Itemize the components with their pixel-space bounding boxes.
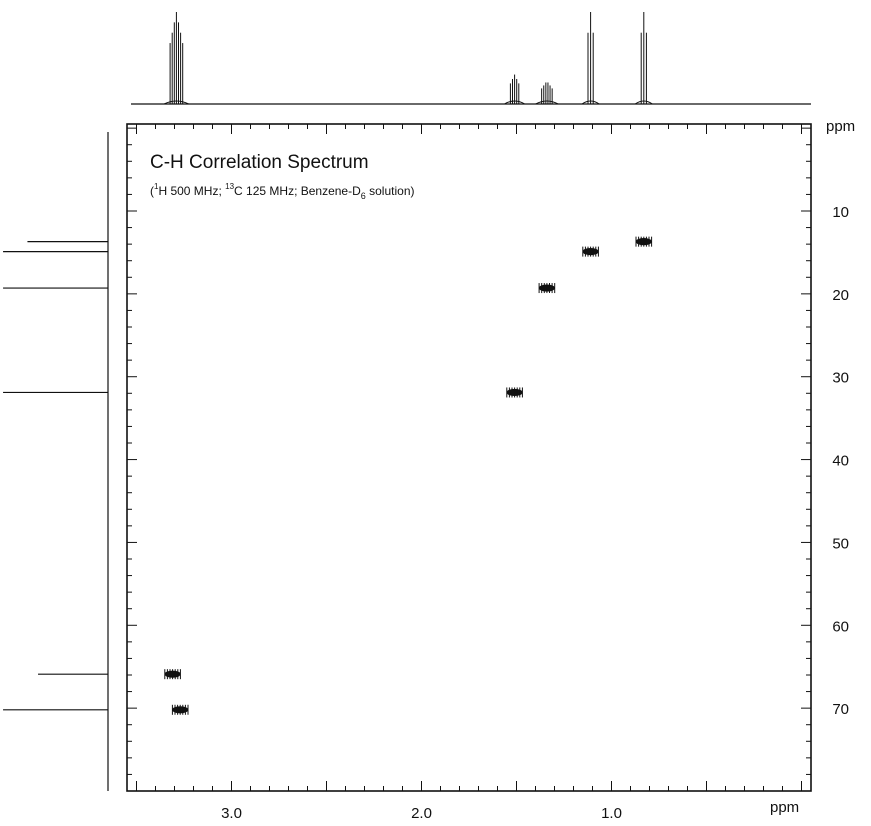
proton-multiplet xyxy=(634,12,653,105)
cross-peak xyxy=(506,387,523,398)
cross-peaks xyxy=(164,236,653,715)
proton-envelope xyxy=(581,100,600,105)
plot-frame xyxy=(126,123,812,792)
x-tick-label: 1.0 xyxy=(601,805,622,822)
y-tick-label: 50 xyxy=(832,535,849,552)
cross-peak xyxy=(635,236,653,247)
subtitle-open: ( xyxy=(150,184,154,198)
subtitle-d-subscript: 6 xyxy=(361,191,366,201)
x-tick-label: 3.0 xyxy=(221,805,242,822)
proton-1d-projection xyxy=(131,12,811,105)
subtitle-c-text: C 125 MHz; Benzene-D xyxy=(234,184,361,198)
cross-peak xyxy=(582,246,599,257)
y-tick-label: 70 xyxy=(832,701,849,718)
cross-peak xyxy=(538,283,556,294)
chart-title: C-H Correlation Spectrum xyxy=(150,152,369,173)
y-tick-label: 10 xyxy=(832,204,849,221)
carbon-1d-projection xyxy=(3,132,109,791)
cross-peak xyxy=(164,669,181,680)
proton-envelope xyxy=(163,100,189,105)
proton-envelope xyxy=(535,100,559,105)
subtitle-h-superscript: 1 xyxy=(154,182,159,191)
y-tick-label: 60 xyxy=(832,618,849,635)
cross-peak xyxy=(171,704,189,715)
y-tick-label: 30 xyxy=(832,370,849,387)
x-tick-label: 2.0 xyxy=(411,805,432,822)
subtitle-h-text: H 500 MHz; xyxy=(158,184,225,198)
y-axis: 10 20 30 40 50 60 70 xyxy=(127,127,849,775)
proton-multiplet xyxy=(581,12,600,105)
proton-multiplet xyxy=(535,82,559,105)
proton-envelope xyxy=(634,100,653,105)
proton-multiplet xyxy=(504,74,526,105)
proton-envelope xyxy=(504,100,526,105)
subtitle-c-superscript: 13 xyxy=(225,182,234,191)
y-tick-label: 20 xyxy=(832,287,849,304)
x-axis: 3.0 2.0 1.0 xyxy=(136,124,802,822)
chart-subtitle: (1H 500 MHz; 13C 125 MHz; Benzene-D6 sol… xyxy=(150,182,415,201)
x-axis-unit-label: ppm xyxy=(770,799,799,816)
y-tick-label: 40 xyxy=(832,453,849,470)
y-axis-unit-label: ppm xyxy=(826,118,855,135)
proton-multiplet xyxy=(163,12,189,105)
subtitle-end: solution) xyxy=(366,184,415,198)
